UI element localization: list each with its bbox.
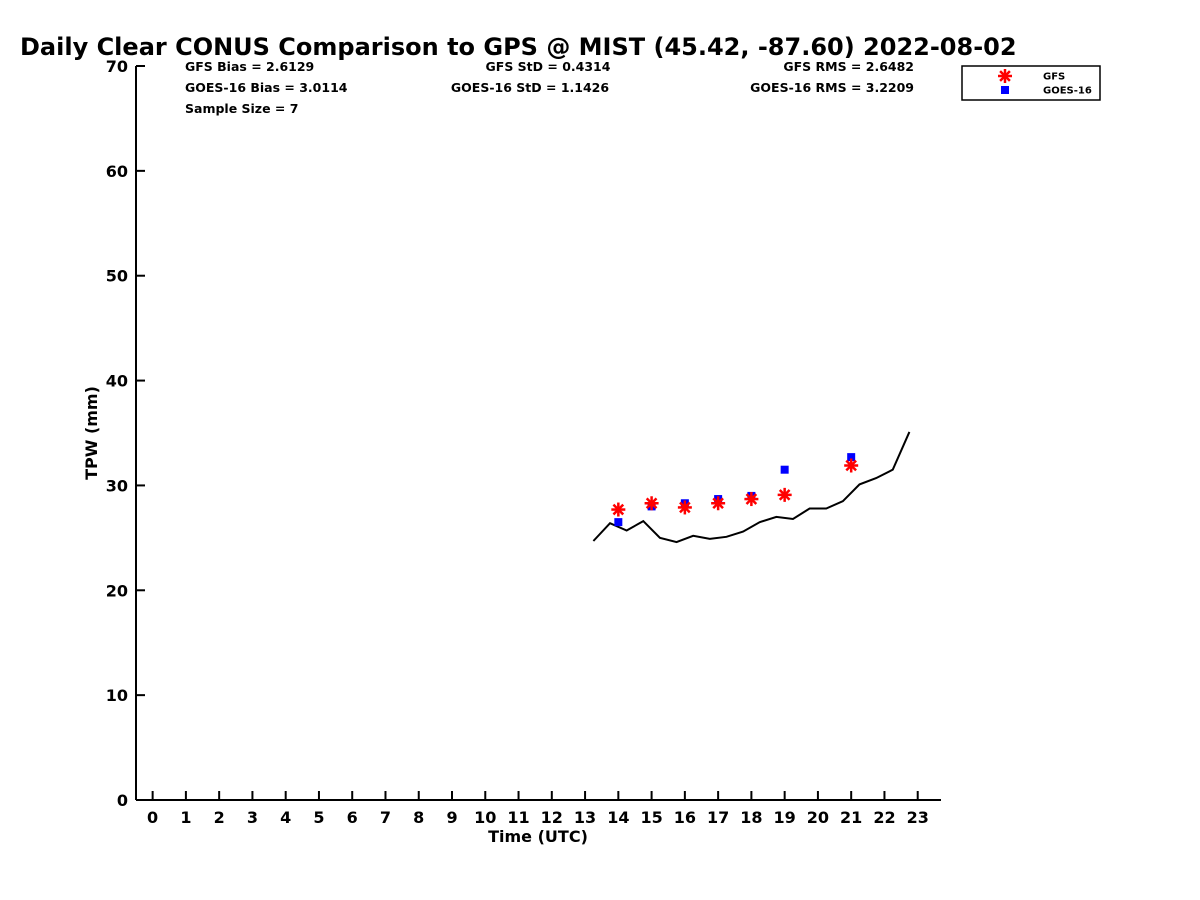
x-tick-label: 15: [640, 808, 662, 827]
x-tick-label: 11: [507, 808, 529, 827]
legend: GFS GOES-16: [961, 65, 1101, 101]
gfs-point: [611, 502, 626, 517]
goes16-point: [780, 465, 789, 474]
chart-title: Daily Clear CONUS Comparison to GPS @ MI…: [20, 33, 1017, 61]
goes-rms-stat: GOES-16 RMS = 3.2209: [750, 80, 914, 95]
x-tick-label: 1: [180, 808, 191, 827]
legend-label: GOES-16: [1043, 86, 1092, 97]
gps-series-line: [592, 431, 911, 544]
y-tick-label: 70: [106, 57, 128, 76]
x-tick-label: 19: [774, 808, 796, 827]
x-tick-label: 9: [446, 808, 457, 827]
x-tick-label: 16: [674, 808, 696, 827]
gfs-rms-stat: GFS RMS = 2.6482: [783, 59, 914, 74]
gfs-point: [744, 492, 759, 507]
x-tick-label: 12: [541, 808, 563, 827]
sample-size-stat: Sample Size = 7: [185, 101, 298, 116]
x-tick-label: 23: [907, 808, 929, 827]
y-tick-label: 50: [106, 267, 128, 286]
x-tick-label: 21: [840, 808, 862, 827]
goes-std-stat: GOES-16 StD = 1.1426: [451, 80, 609, 95]
x-axis-label: Time (UTC): [488, 827, 588, 846]
y-tick-label: 20: [106, 581, 128, 600]
x-tick-label: 2: [214, 808, 225, 827]
y-axis-label: TPW (mm): [82, 386, 101, 480]
x-tick-label: 14: [607, 808, 629, 827]
x-tick-label: 22: [873, 808, 895, 827]
legend-goes16-marker: [1001, 86, 1009, 94]
legend-gfs-marker: [998, 69, 1012, 83]
y-tick-label: 10: [106, 686, 128, 705]
x-tick-label: 8: [413, 808, 424, 827]
x-tick-label: 3: [247, 808, 258, 827]
goes-bias-stat: GOES-16 Bias = 3.0114: [185, 80, 348, 95]
y-tick-label: 60: [106, 162, 128, 181]
x-tick-label: 0: [147, 808, 158, 827]
plot-area: [592, 431, 911, 544]
y-tick-label: 30: [106, 476, 128, 495]
gfs-bias-stat: GFS Bias = 2.6129: [185, 59, 314, 74]
legend-label: GFS: [1043, 72, 1065, 83]
y-tick-label: 0: [117, 791, 128, 810]
x-tick-label: 17: [707, 808, 729, 827]
x-tick-label: 5: [313, 808, 324, 827]
x-tick-label: 7: [380, 808, 391, 827]
y-tick-label: 40: [106, 372, 128, 391]
goes16-point: [614, 518, 623, 527]
gfs-std-stat: GFS StD = 0.4314: [486, 59, 611, 74]
x-tick-label: 10: [474, 808, 496, 827]
goes16-point: [847, 453, 856, 462]
x-tick-label: 18: [740, 808, 762, 827]
gfs-point: [677, 500, 692, 515]
gfs-point: [644, 496, 659, 511]
x-tick-label: 13: [574, 808, 596, 827]
legend-box: [961, 65, 1101, 101]
x-tick-label: 4: [280, 808, 291, 827]
x-tick-label: 6: [347, 808, 358, 827]
x-tick-label: 20: [807, 808, 829, 827]
gfs-point: [777, 487, 792, 502]
gfs-point: [711, 496, 726, 511]
gfs-point: [844, 458, 859, 473]
